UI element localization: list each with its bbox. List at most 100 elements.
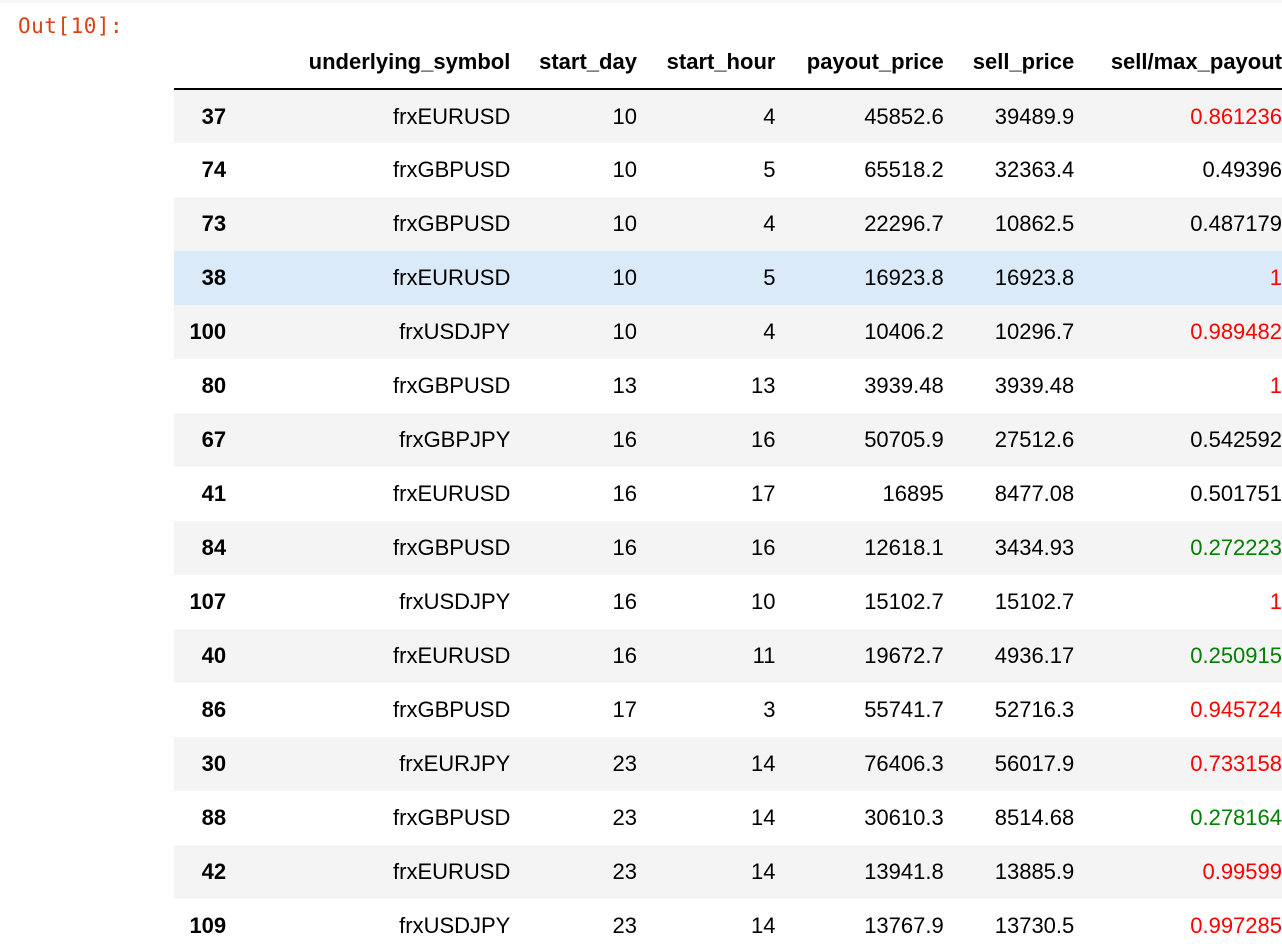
cell-sell-max-payout: 0.49396 [1202,157,1282,182]
cell-sell-price: 8514.68 [994,805,1075,830]
cell-underlying-symbol: frxGBPJPY [399,427,511,452]
table-row: 107 frxUSDJPY 16 10 15102.7 15102.7 1 [174,575,1282,629]
cell-start-day: 16 [612,535,637,560]
cell-payout-price: 19672.7 [864,643,944,668]
cell-start-day: 16 [612,643,637,668]
row-index: 88 [201,805,227,830]
table-row: 37 frxEURUSD 10 4 45852.6 39489.9 0.861236 [174,89,1282,143]
row-index: 38 [201,265,227,290]
cell-sell-price: 8477.08 [994,481,1075,506]
cell-start-hour: 17 [750,481,776,506]
cell-sell-max-payout: 0.501751 [1190,481,1282,506]
cell-sell-price: 10296.7 [994,319,1075,344]
cell-start-day: 10 [612,157,637,182]
cell-underlying-symbol: frxGBPUSD [393,211,511,236]
header-sell-max-payout: sell/max_payout [1074,35,1282,90]
cell-underlying-symbol: frxEURUSD [393,103,511,129]
cell-payout-price: 13767.9 [864,913,944,938]
cell-start-hour: 4 [763,103,776,129]
row-index: 100 [189,319,227,344]
table-body: 37 frxEURUSD 10 4 45852.6 39489.9 0.861236 74 fr… [174,89,1282,950]
cell-sell-price: 39489.9 [994,103,1075,129]
cell-sell-max-payout: 0.250915 [1190,643,1282,668]
cell-underlying-symbol: frxUSDJPY [399,913,511,938]
cell-payout-price: 22296.7 [864,211,944,236]
row-index: 37 [201,103,227,129]
row-index: 107 [189,589,227,614]
cell-payout-price: 45852.6 [864,103,944,129]
cell-payout-price: 50705.9 [864,427,944,452]
cell-payout-price: 15102.7 [864,589,944,614]
cell-start-day: 10 [612,211,637,236]
cell-underlying-symbol: frxEURUSD [393,859,511,884]
cell-payout-price: 12618.1 [864,535,944,560]
cell-payout-price: 76406.3 [864,751,944,776]
cell-sell-max-payout: 0.278164 [1190,805,1282,830]
cell-start-day: 16 [612,427,637,452]
table-row: 88 frxGBPUSD 23 14 30610.3 8514.68 0.278164 [174,791,1282,845]
cell-start-day: 13 [612,373,637,398]
cell-sell-max-payout: 0.861236 [1190,103,1282,129]
cell-underlying-symbol: frxGBPUSD [393,805,511,830]
row-index: 42 [201,859,227,884]
table-row: 73 frxGBPUSD 10 4 22296.7 10862.5 0.487179 [174,197,1282,251]
cell-payout-price: 16923.8 [864,265,944,290]
row-index: 86 [201,697,227,722]
cell-payout-price: 65518.2 [864,157,944,182]
table-row: 86 frxGBPUSD 17 3 55741.7 52716.3 0.945724 [174,683,1282,737]
cell-sell-max-payout: 0.733158 [1190,751,1282,776]
cell-start-hour: 13 [750,373,776,398]
row-index: 73 [201,211,227,236]
cell-start-hour: 14 [750,859,776,884]
cell-start-hour: 16 [750,535,776,560]
table-row: 109 frxUSDJPY 23 14 13767.9 13730.5 0.997285 [174,899,1282,950]
table-row: 38 frxEURUSD 10 5 16923.8 16923.8 1 [174,251,1282,305]
cell-start-day: 23 [612,751,637,776]
table-row: 41 frxEURUSD 16 17 16895 8477.08 0.501751 [174,467,1282,521]
output-prompt: Out[10]: [18,14,124,38]
cell-payout-price: 3939.48 [864,373,944,398]
cell-start-hour: 5 [763,265,776,290]
header-start-hour: start_hour [636,35,776,90]
cell-sell-max-payout: 1 [1269,589,1282,614]
cell-underlying-symbol: frxGBPUSD [393,373,511,398]
cell-sell-price: 32363.4 [994,157,1075,182]
cell-underlying-symbol: frxUSDJPY [399,589,511,614]
row-index: 84 [201,535,227,560]
cell-underlying-symbol: frxUSDJPY [399,319,511,344]
cell-start-day: 23 [612,913,637,938]
table-row: 30 frxEURJPY 23 14 76406.3 56017.9 0.733158 [174,737,1282,791]
header-index [174,35,227,90]
cell-sell-price: 52716.3 [994,697,1075,722]
cell-start-hour: 16 [750,427,776,452]
header-underlying-symbol: underlying_symbol [226,35,511,90]
table-row: 80 frxGBPUSD 13 13 3939.48 3939.48 1 [174,359,1282,413]
cell-sell-max-payout: 1 [1269,265,1282,290]
cell-underlying-symbol: frxGBPUSD [393,157,511,182]
row-index: 80 [201,373,227,398]
cell-top-border [0,0,1282,3]
cell-underlying-symbol: frxEURUSD [393,643,511,668]
cell-payout-price: 10406.2 [864,319,944,344]
cell-sell-price: 15102.7 [994,589,1075,614]
cell-sell-price: 4936.17 [994,643,1075,668]
cell-payout-price: 16895 [882,481,944,506]
row-index: 40 [201,643,227,668]
cell-start-hour: 11 [752,643,776,668]
cell-start-hour: 14 [750,751,776,776]
table-row: 42 frxEURUSD 23 14 13941.8 13885.9 0.99599 [174,845,1282,899]
cell-start-day: 10 [612,265,637,290]
table-row: 40 frxEURUSD 16 11 19672.7 4936.17 0.250915 [174,629,1282,683]
row-index: 109 [189,913,227,938]
cell-payout-price: 55741.7 [864,697,944,722]
cell-sell-max-payout: 0.997285 [1190,913,1282,938]
cell-underlying-symbol: frxEURUSD [393,481,511,506]
cell-underlying-symbol: frxEURUSD [393,265,511,290]
cell-start-hour: 5 [763,157,776,182]
cell-start-day: 10 [612,103,637,129]
header-start-day: start_day [510,35,637,90]
cell-underlying-symbol: frxGBPUSD [393,697,511,722]
cell-sell-max-payout: 0.272223 [1190,535,1282,560]
cell-sell-max-payout: 0.99599 [1202,859,1282,884]
